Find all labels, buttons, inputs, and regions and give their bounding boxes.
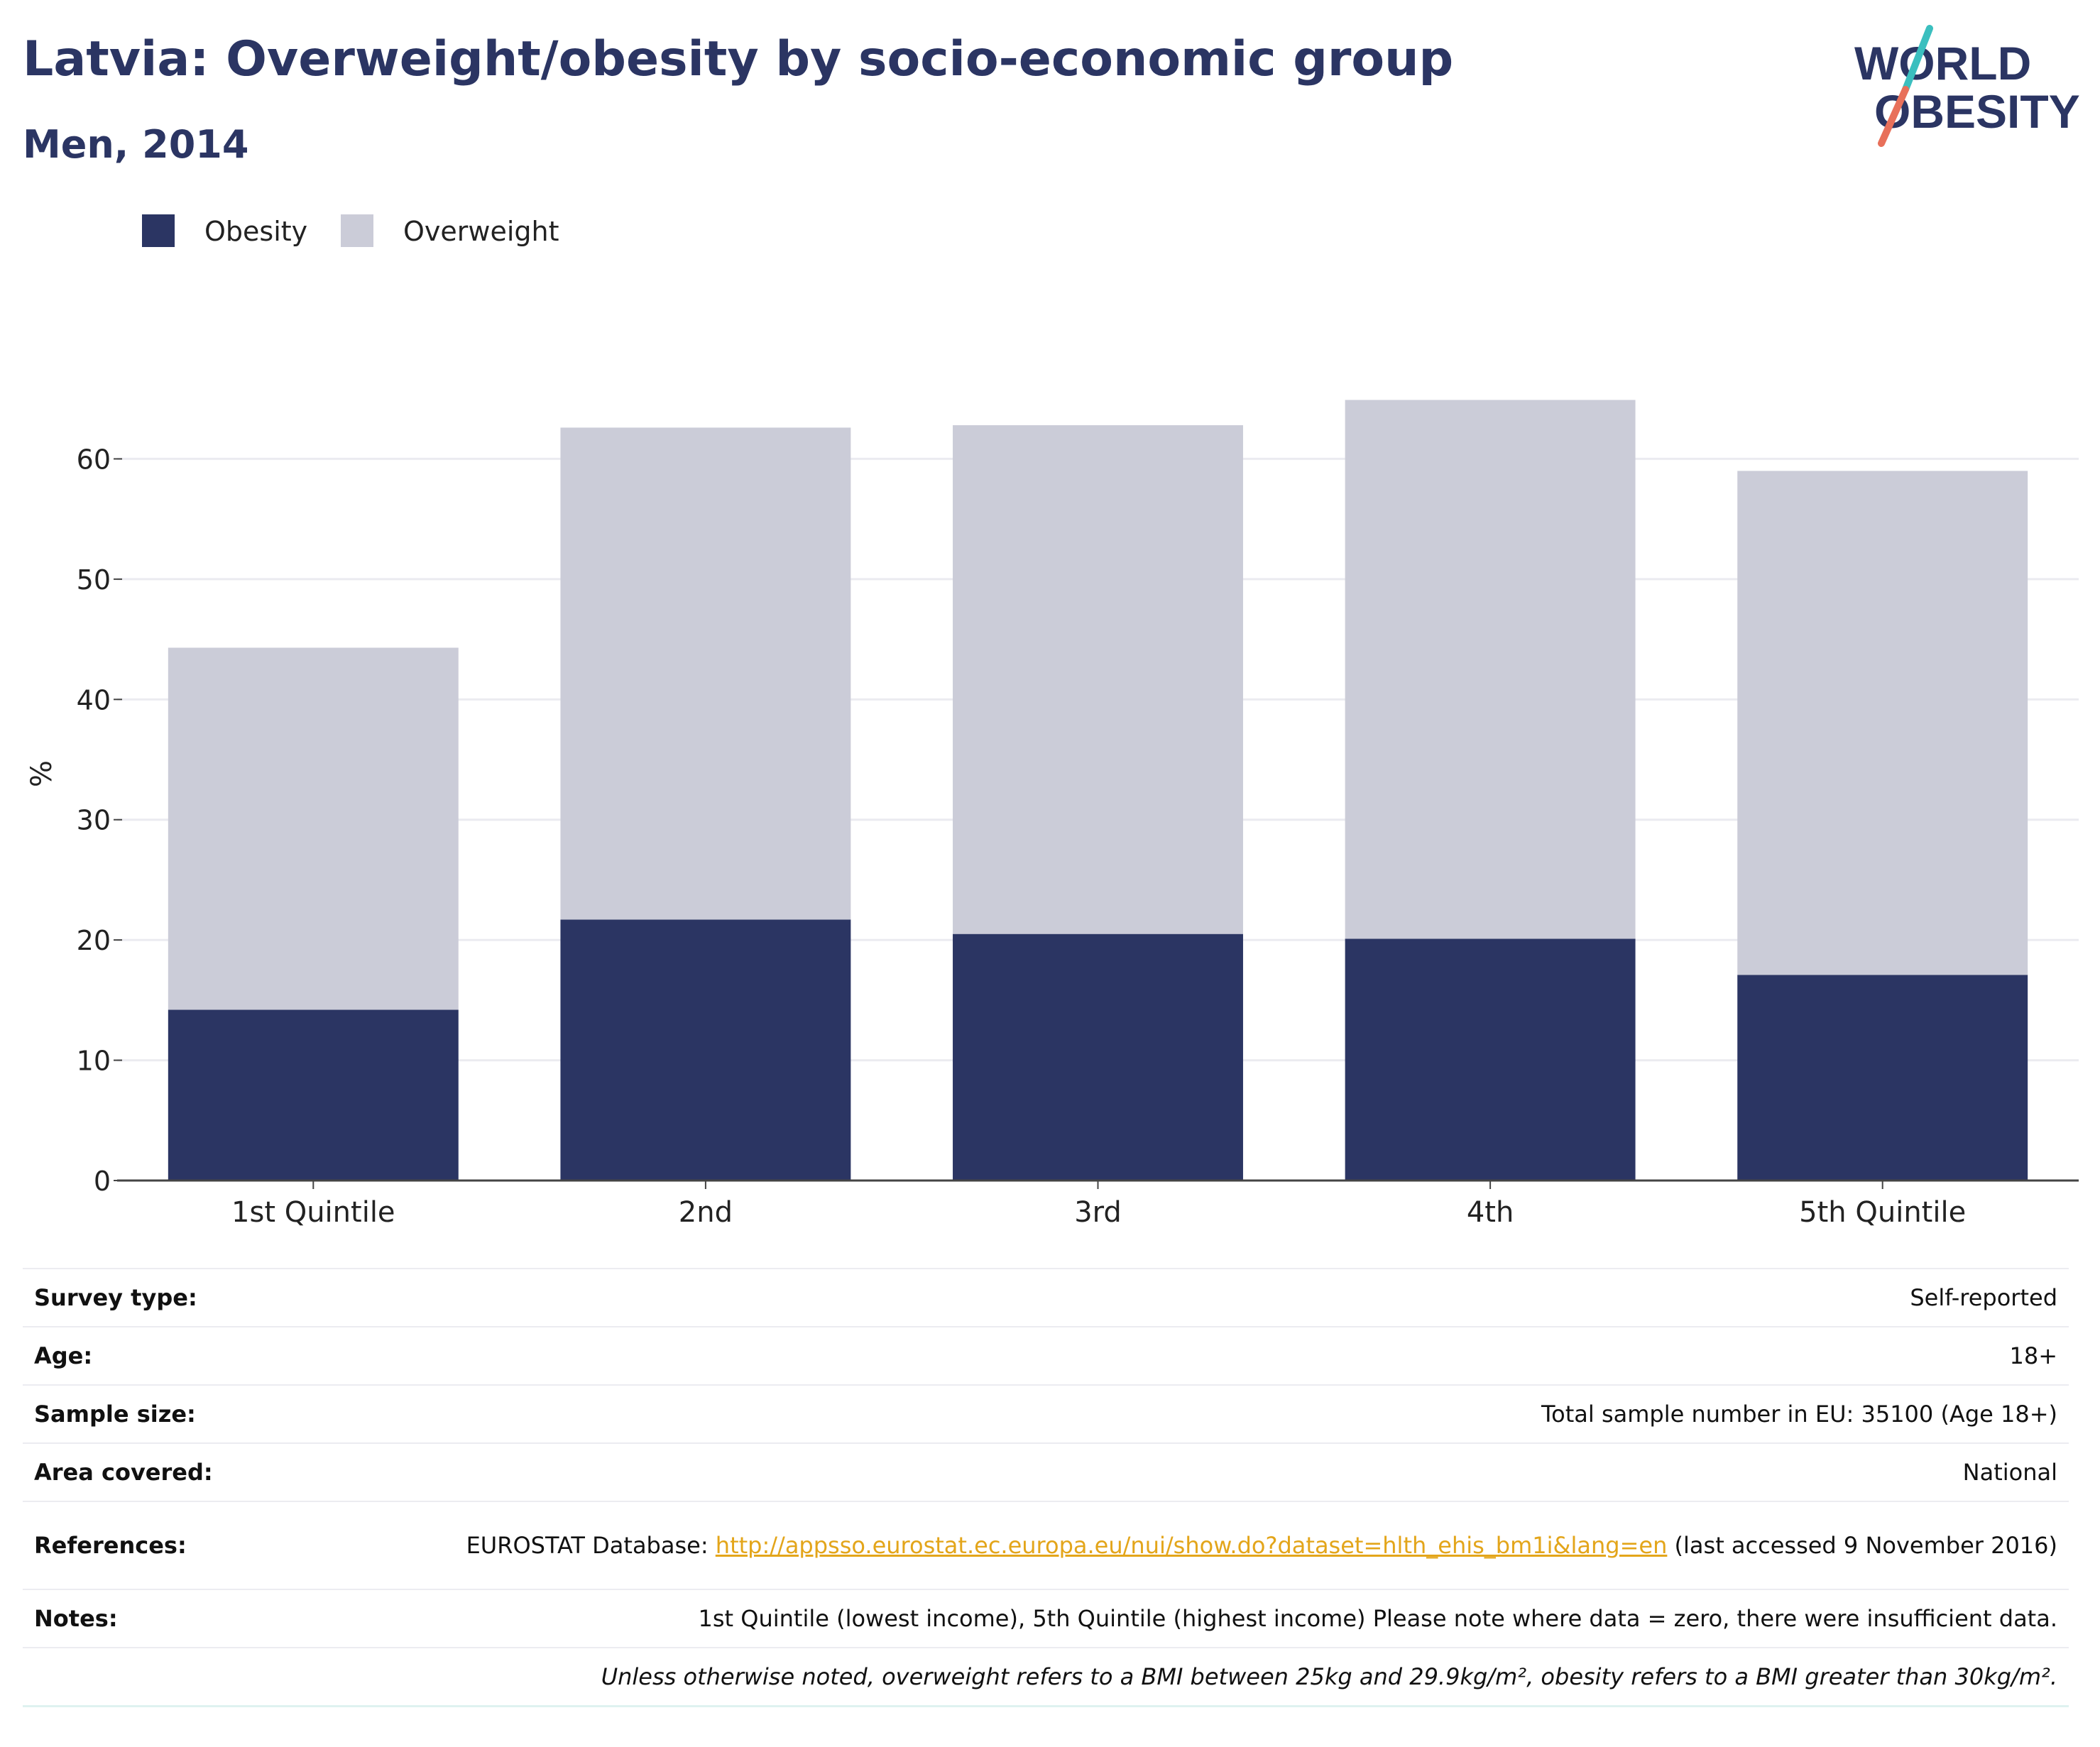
info-row-notes: Notes: 1st Quintile (lowest income), 5th… xyxy=(23,1589,2069,1648)
info-row-area-covered: Area covered: National xyxy=(23,1443,2069,1501)
y-tick-label: 10 xyxy=(77,1046,111,1077)
reference-suffix: (last accessed 9 November 2016) xyxy=(1667,1532,2057,1559)
info-row-age: Age: 18+ xyxy=(23,1327,2069,1385)
legend-swatch-overweight xyxy=(341,214,373,247)
info-key: Sample size: xyxy=(34,1401,196,1428)
bar-overweight-2 xyxy=(560,427,851,920)
info-key: Area covered: xyxy=(34,1459,213,1486)
info-row-sample-size: Sample size: Total sample number in EU: … xyxy=(23,1385,2069,1443)
chart-bars xyxy=(168,400,2028,1181)
logo-slash-top xyxy=(1902,25,1933,93)
legend-swatch-obesity xyxy=(142,214,175,247)
bar-overweight-3 xyxy=(953,425,1243,934)
info-row-footnote: Unless otherwise noted, overweight refer… xyxy=(23,1648,2069,1706)
info-key: Age: xyxy=(34,1342,93,1369)
logo-text-obesity: OBESITY xyxy=(1874,85,2080,138)
bar-overweight-1 xyxy=(168,647,459,1010)
survey-info-table: Survey type: Self-reported Age: 18+ Samp… xyxy=(23,1268,2069,1707)
y-axis-ticks: 0 10 20 30 40 50 60 xyxy=(77,444,122,1197)
world-obesity-logo: WORLD OBESITY xyxy=(1854,25,2080,147)
y-tick-label: 40 xyxy=(77,684,111,716)
y-tick-label: 0 xyxy=(94,1166,111,1197)
stacked-bar-chart: Obesity Overweight 0 10 20 30 40 50 60 1st Quin… xyxy=(26,214,2079,1229)
info-key: Notes: xyxy=(34,1605,118,1632)
y-tick-label: 20 xyxy=(77,925,111,956)
bar-obesity-1 xyxy=(168,1009,459,1181)
info-key: References: xyxy=(34,1532,187,1559)
y-axis-label: % xyxy=(26,760,58,787)
bar-overweight-4 xyxy=(1345,400,1636,939)
y-tick-label: 30 xyxy=(77,805,111,836)
info-value: EUROSTAT Database: http://appsso.eurosta… xyxy=(415,1501,2069,1589)
info-key: Survey type: xyxy=(34,1284,197,1311)
bmi-footnote: Unless otherwise noted, overweight refer… xyxy=(601,1663,2057,1690)
bar-obesity-3 xyxy=(953,933,1243,1181)
y-tick-label: 50 xyxy=(77,564,111,596)
info-row-survey-type: Survey type: Self-reported xyxy=(23,1269,2069,1327)
logo-text-world: WORLD xyxy=(1854,37,2031,89)
logo-slash-bottom xyxy=(1878,86,1909,147)
reference-link[interactable]: http://appsso.eurostat.ec.europa.eu/nui/… xyxy=(715,1532,1668,1559)
x-tick-label: 5th Quintile xyxy=(1799,1196,1966,1229)
bar-obesity-4 xyxy=(1345,938,1636,1181)
info-value: 1st Quintile (lowest income), 5th Quinti… xyxy=(698,1605,2058,1632)
page-title: Latvia: Overweight/obesity by socio-econ… xyxy=(23,31,1454,87)
legend-label-obesity: Obesity xyxy=(204,216,307,247)
info-key xyxy=(23,1648,415,1706)
info-value: Self-reported xyxy=(1910,1284,2057,1311)
info-value: 18+ xyxy=(2009,1342,2057,1369)
y-tick-label: 60 xyxy=(77,444,111,475)
legend-label-overweight: Overweight xyxy=(403,216,559,247)
x-tick-label: 4th xyxy=(1467,1196,1514,1229)
info-row-references: References: EUROSTAT Database: http://ap… xyxy=(23,1501,2069,1589)
x-tick-label: 2nd xyxy=(679,1196,733,1229)
page-subtitle: Men, 2014 xyxy=(23,122,249,167)
bar-obesity-2 xyxy=(560,919,851,1181)
bar-obesity-5 xyxy=(1737,975,2028,1181)
info-value: Total sample number in EU: 35100 (Age 18… xyxy=(1541,1401,2057,1428)
chart-legend: Obesity Overweight xyxy=(142,214,559,247)
reference-prefix: EUROSTAT Database: xyxy=(466,1532,716,1559)
x-axis-ticks: 1st Quintile 2nd 3rd 4th 5th Quintile xyxy=(231,1181,1966,1229)
x-tick-label: 3rd xyxy=(1074,1196,1122,1229)
bar-overweight-5 xyxy=(1737,471,2028,975)
x-tick-label: 1st Quintile xyxy=(231,1196,395,1229)
info-value: National xyxy=(1962,1459,2057,1486)
